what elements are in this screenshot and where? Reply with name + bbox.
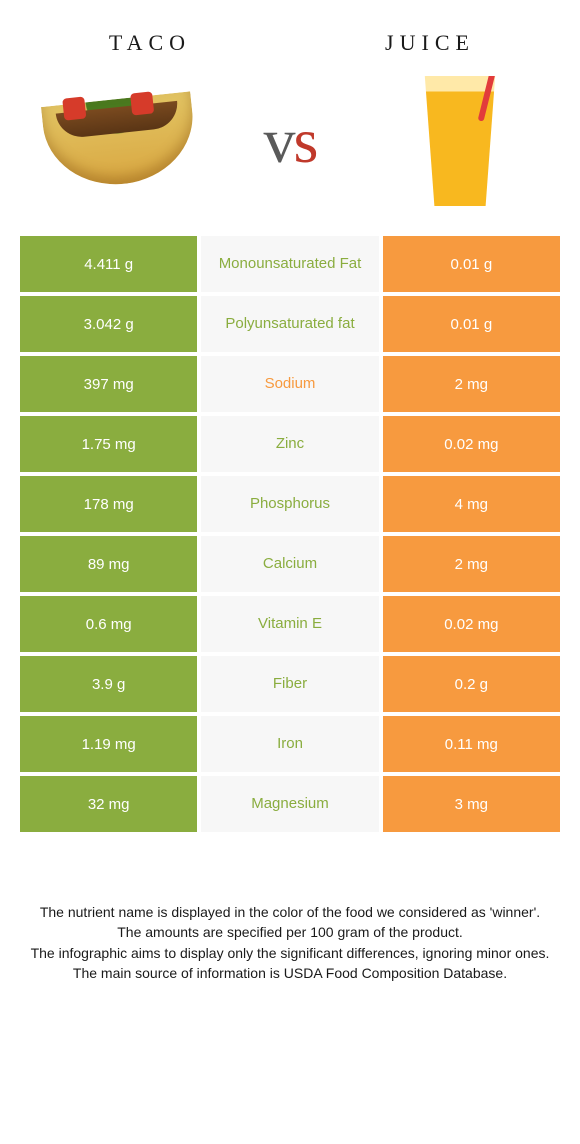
nutrient-label: Monounsaturated Fat xyxy=(201,236,378,292)
footer-notes: The nutrient name is displayed in the co… xyxy=(30,902,550,983)
nutrient-label: Fiber xyxy=(201,656,378,712)
right-value: 2 mg xyxy=(383,356,560,412)
right-value: 0.02 mg xyxy=(383,416,560,472)
juice-icon xyxy=(420,76,500,206)
header: Taco Juice xyxy=(0,0,580,66)
taco-image xyxy=(30,66,210,216)
taco-icon xyxy=(41,91,199,191)
left-value: 3.042 g xyxy=(20,296,197,352)
left-value: 0.6 mg xyxy=(20,596,197,652)
right-value: 0.11 mg xyxy=(383,716,560,772)
right-value: 0.01 g xyxy=(383,296,560,352)
table-row: 89 mgCalcium2 mg xyxy=(20,536,560,592)
juice-image xyxy=(370,66,550,216)
right-value: 3 mg xyxy=(383,776,560,832)
left-value: 178 mg xyxy=(20,476,197,532)
left-value: 32 mg xyxy=(20,776,197,832)
nutrient-label: Vitamin E xyxy=(201,596,378,652)
nutrient-label: Magnesium xyxy=(201,776,378,832)
right-food-title: Juice xyxy=(340,30,520,56)
footer-line: The main source of information is USDA F… xyxy=(30,963,550,983)
table-row: 3.9 gFiber0.2 g xyxy=(20,656,560,712)
right-value: 2 mg xyxy=(383,536,560,592)
images-row: vs xyxy=(0,66,580,226)
nutrient-label: Polyunsaturated fat xyxy=(201,296,378,352)
right-value: 0.02 mg xyxy=(383,596,560,652)
footer-line: The amounts are specified per 100 gram o… xyxy=(30,922,550,942)
table-row: 0.6 mgVitamin E0.02 mg xyxy=(20,596,560,652)
right-value: 0.01 g xyxy=(383,236,560,292)
left-value: 1.19 mg xyxy=(20,716,197,772)
left-food-title: Taco xyxy=(60,30,240,56)
table-row: 178 mgPhosphorus4 mg xyxy=(20,476,560,532)
nutrient-label: Calcium xyxy=(201,536,378,592)
nutrient-label: Zinc xyxy=(201,416,378,472)
left-value: 4.411 g xyxy=(20,236,197,292)
right-value: 4 mg xyxy=(383,476,560,532)
table-row: 4.411 gMonounsaturated Fat0.01 g xyxy=(20,236,560,292)
vs-label: vs xyxy=(264,104,317,178)
nutrient-label: Sodium xyxy=(201,356,378,412)
comparison-table: 4.411 gMonounsaturated Fat0.01 g3.042 gP… xyxy=(20,236,560,832)
nutrient-label: Iron xyxy=(201,716,378,772)
left-value: 89 mg xyxy=(20,536,197,592)
table-row: 3.042 gPolyunsaturated fat0.01 g xyxy=(20,296,560,352)
left-value: 397 mg xyxy=(20,356,197,412)
table-row: 32 mgMagnesium3 mg xyxy=(20,776,560,832)
nutrient-label: Phosphorus xyxy=(201,476,378,532)
footer-line: The nutrient name is displayed in the co… xyxy=(30,902,550,922)
left-value: 3.9 g xyxy=(20,656,197,712)
left-value: 1.75 mg xyxy=(20,416,197,472)
table-row: 1.75 mgZinc0.02 mg xyxy=(20,416,560,472)
right-value: 0.2 g xyxy=(383,656,560,712)
table-row: 1.19 mgIron0.11 mg xyxy=(20,716,560,772)
table-row: 397 mgSodium2 mg xyxy=(20,356,560,412)
footer-line: The infographic aims to display only the… xyxy=(30,943,550,963)
